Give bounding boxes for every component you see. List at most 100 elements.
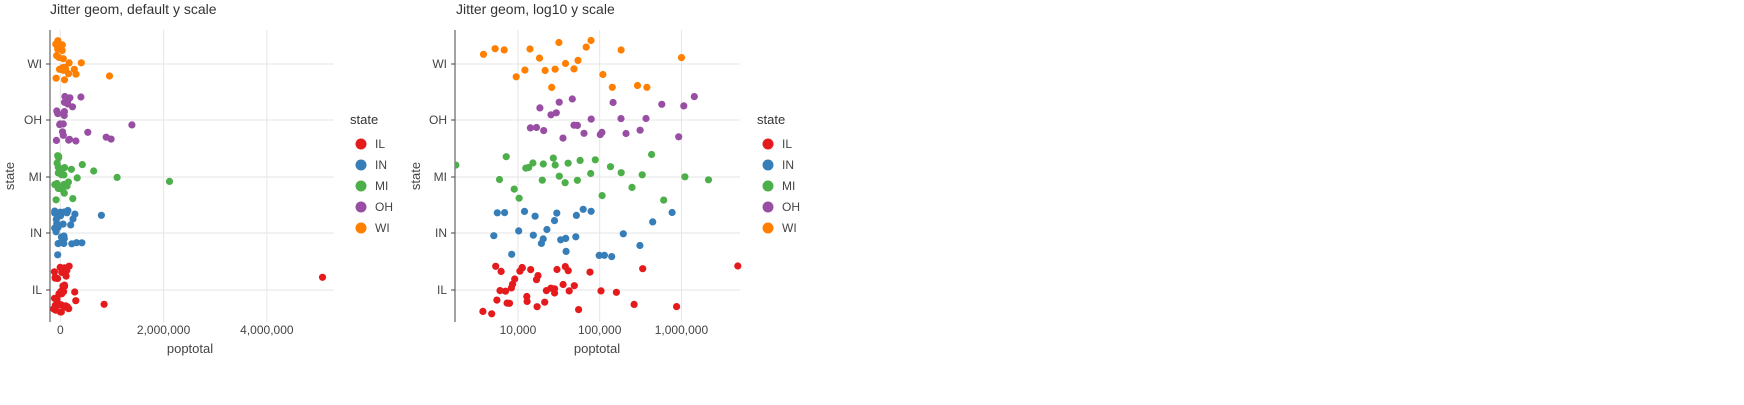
point-MI: [515, 194, 523, 202]
point-IL: [72, 297, 80, 305]
point-OH: [60, 98, 69, 106]
point-MI: [73, 174, 81, 182]
point-OH: [622, 129, 630, 138]
point-IN: [52, 215, 60, 223]
x-tick-label: 100,000: [578, 323, 622, 337]
legend: state IL IN MI OH WI: [757, 112, 800, 235]
point-WI: [521, 66, 529, 74]
point-IL: [71, 288, 79, 296]
point-IL: [532, 276, 541, 284]
point-MI: [638, 171, 646, 179]
point-OH: [580, 129, 588, 137]
point-IL: [565, 287, 573, 295]
point-WI: [59, 55, 67, 63]
point-OH: [658, 100, 666, 108]
x-axis-label: poptotal: [167, 341, 213, 356]
point-MI: [522, 164, 530, 172]
point-IN: [537, 239, 546, 247]
point-WI: [633, 81, 642, 90]
point-OH: [636, 126, 644, 134]
point-IL: [561, 263, 569, 271]
point-MI: [52, 196, 60, 204]
point-IN: [608, 253, 616, 261]
point-IN: [557, 236, 565, 244]
point-WI: [64, 70, 73, 78]
chart-title: Jitter geom, default y scale: [50, 1, 217, 17]
point-IN: [68, 240, 76, 248]
legend-label: IL: [375, 137, 385, 151]
point-MI: [549, 154, 557, 162]
point-IN: [529, 231, 537, 239]
point-WI: [587, 36, 595, 45]
point-OH: [526, 124, 535, 132]
point-OH: [59, 120, 67, 128]
x-tick-label: 2,000,000: [137, 323, 191, 337]
point-IL: [639, 265, 647, 273]
point-WI: [582, 43, 590, 51]
point-IL: [533, 303, 541, 311]
point-WI: [77, 59, 85, 67]
point-IN: [51, 224, 59, 232]
point-IN: [600, 251, 609, 259]
point-WI: [541, 66, 549, 75]
legend-label: IN: [782, 158, 794, 172]
point-IL: [50, 305, 58, 313]
point-MI: [551, 161, 559, 169]
point-OH: [84, 128, 92, 136]
legend-swatch: [762, 138, 774, 150]
point-OH: [128, 121, 136, 129]
point-MI: [573, 176, 582, 184]
legend-swatch: [355, 222, 367, 234]
point-IL: [523, 292, 531, 301]
point-MI: [113, 173, 121, 181]
point-IN: [553, 209, 561, 217]
point-OH: [536, 104, 544, 112]
point-WI: [677, 54, 686, 62]
point-IL: [597, 287, 605, 295]
point-IN: [69, 215, 77, 223]
point-IN: [59, 220, 67, 228]
point-OH: [52, 136, 61, 144]
point-OH: [540, 127, 548, 135]
point-IL: [501, 287, 510, 295]
point-IN: [520, 207, 529, 215]
point-IN: [501, 209, 509, 217]
point-WI: [555, 38, 563, 47]
point-WI: [58, 41, 66, 49]
point-IL: [50, 294, 59, 302]
x-tick-label: 1,000,000: [655, 323, 709, 337]
points-group: [455, 36, 742, 318]
point-IL: [50, 268, 59, 276]
point-MI: [60, 189, 68, 197]
point-IL: [503, 299, 511, 307]
legend-label: MI: [782, 179, 795, 193]
point-WI: [479, 50, 488, 58]
point-MI: [510, 185, 518, 193]
point-WI: [105, 72, 114, 80]
point-OH: [587, 115, 595, 123]
point-MI: [598, 192, 606, 200]
point-WI: [617, 46, 625, 54]
point-WI: [643, 83, 651, 91]
point-IN: [63, 209, 71, 217]
point-OH: [559, 134, 567, 142]
point-WI: [53, 52, 61, 60]
y-tick-label: MI: [434, 170, 447, 184]
point-MI: [628, 183, 636, 191]
point-OH: [77, 93, 85, 101]
y-tick-label: OH: [24, 113, 42, 127]
point-OH: [642, 114, 650, 123]
point-MI: [564, 159, 572, 167]
point-MI: [455, 161, 460, 169]
y-axis-label: state: [2, 162, 17, 190]
point-MI: [165, 177, 174, 185]
legend-swatch: [762, 201, 774, 213]
point-WI: [500, 46, 508, 54]
point-IN: [515, 227, 523, 235]
y-tick-label: IL: [32, 283, 42, 297]
y-tick-label: MI: [29, 170, 42, 184]
point-MI: [576, 156, 584, 164]
point-IL: [734, 262, 742, 270]
chart-title: Jitter geom, log10 y scale: [456, 1, 615, 17]
